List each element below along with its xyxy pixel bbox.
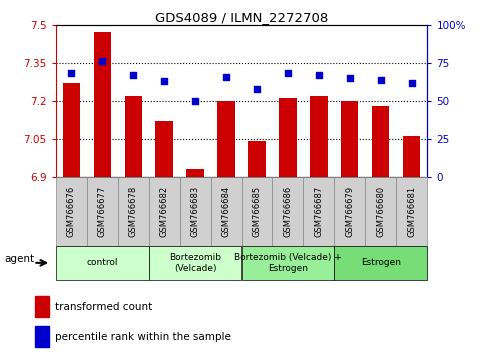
Point: [191, 98, 199, 104]
Bar: [94, 33, 111, 177]
Bar: [303, 177, 334, 246]
Text: GSM766685: GSM766685: [253, 186, 261, 237]
Bar: [280, 98, 297, 177]
Text: GSM766676: GSM766676: [67, 186, 75, 237]
Bar: [248, 142, 266, 177]
Bar: [186, 170, 203, 177]
Bar: [117, 177, 149, 246]
Bar: [217, 101, 235, 177]
Text: GSM766684: GSM766684: [222, 186, 230, 237]
Bar: [180, 177, 211, 246]
Bar: [341, 101, 358, 177]
Bar: [372, 106, 389, 177]
Text: GSM766683: GSM766683: [190, 186, 199, 237]
Text: transformed count: transformed count: [55, 302, 153, 312]
Bar: [397, 177, 427, 246]
Bar: [272, 177, 303, 246]
Bar: [242, 246, 334, 280]
Bar: [35, 296, 49, 317]
Bar: [35, 326, 49, 348]
Text: control: control: [86, 258, 118, 267]
Point: [67, 71, 75, 76]
Point: [346, 75, 354, 81]
Text: GSM766682: GSM766682: [159, 186, 169, 237]
Text: GSM766677: GSM766677: [98, 186, 107, 237]
Point: [284, 71, 292, 76]
Title: GDS4089 / ILMN_2272708: GDS4089 / ILMN_2272708: [155, 11, 328, 24]
Text: Bortezomib
(Velcade): Bortezomib (Velcade): [169, 253, 221, 273]
Bar: [62, 83, 80, 177]
Bar: [156, 121, 172, 177]
Point: [377, 77, 385, 82]
Bar: [149, 177, 180, 246]
Text: Estrogen: Estrogen: [361, 258, 401, 267]
Bar: [366, 177, 397, 246]
Text: GSM766680: GSM766680: [376, 186, 385, 237]
Bar: [56, 177, 86, 246]
Text: percentile rank within the sample: percentile rank within the sample: [55, 332, 231, 342]
Point: [160, 78, 168, 84]
Bar: [149, 246, 242, 280]
Bar: [334, 246, 427, 280]
Point: [222, 74, 230, 79]
Text: GSM766678: GSM766678: [128, 186, 138, 237]
Text: GSM766679: GSM766679: [345, 186, 355, 237]
Text: GSM766686: GSM766686: [284, 186, 293, 237]
Point: [408, 80, 416, 85]
Bar: [311, 96, 327, 177]
Bar: [334, 177, 366, 246]
Bar: [211, 177, 242, 246]
Point: [253, 86, 261, 92]
Bar: [242, 177, 272, 246]
Bar: [86, 177, 117, 246]
Text: GSM766687: GSM766687: [314, 186, 324, 237]
Text: GSM766681: GSM766681: [408, 186, 416, 237]
Point: [98, 58, 106, 64]
Bar: [403, 136, 421, 177]
Text: agent: agent: [5, 254, 35, 264]
Bar: [125, 96, 142, 177]
Bar: [56, 246, 149, 280]
Point: [315, 72, 323, 78]
Point: [129, 72, 137, 78]
Text: Bortezomib (Velcade) +
Estrogen: Bortezomib (Velcade) + Estrogen: [234, 253, 342, 273]
